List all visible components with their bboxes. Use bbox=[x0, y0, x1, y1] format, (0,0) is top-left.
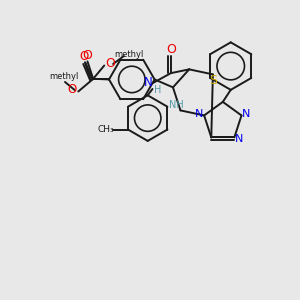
Text: N: N bbox=[144, 76, 152, 88]
Text: O: O bbox=[105, 57, 115, 70]
Text: O: O bbox=[67, 83, 76, 96]
Text: CH₃: CH₃ bbox=[98, 125, 114, 134]
Text: N: N bbox=[235, 134, 243, 144]
Text: H: H bbox=[154, 85, 162, 95]
Text: O: O bbox=[80, 50, 88, 63]
Text: NH: NH bbox=[169, 100, 184, 110]
Text: N: N bbox=[242, 109, 250, 119]
Text: O: O bbox=[82, 49, 92, 62]
Text: methyl: methyl bbox=[50, 72, 79, 81]
Text: methyl: methyl bbox=[114, 50, 144, 59]
Text: N: N bbox=[195, 109, 204, 119]
Text: S: S bbox=[209, 74, 217, 87]
Text: O: O bbox=[166, 43, 176, 56]
